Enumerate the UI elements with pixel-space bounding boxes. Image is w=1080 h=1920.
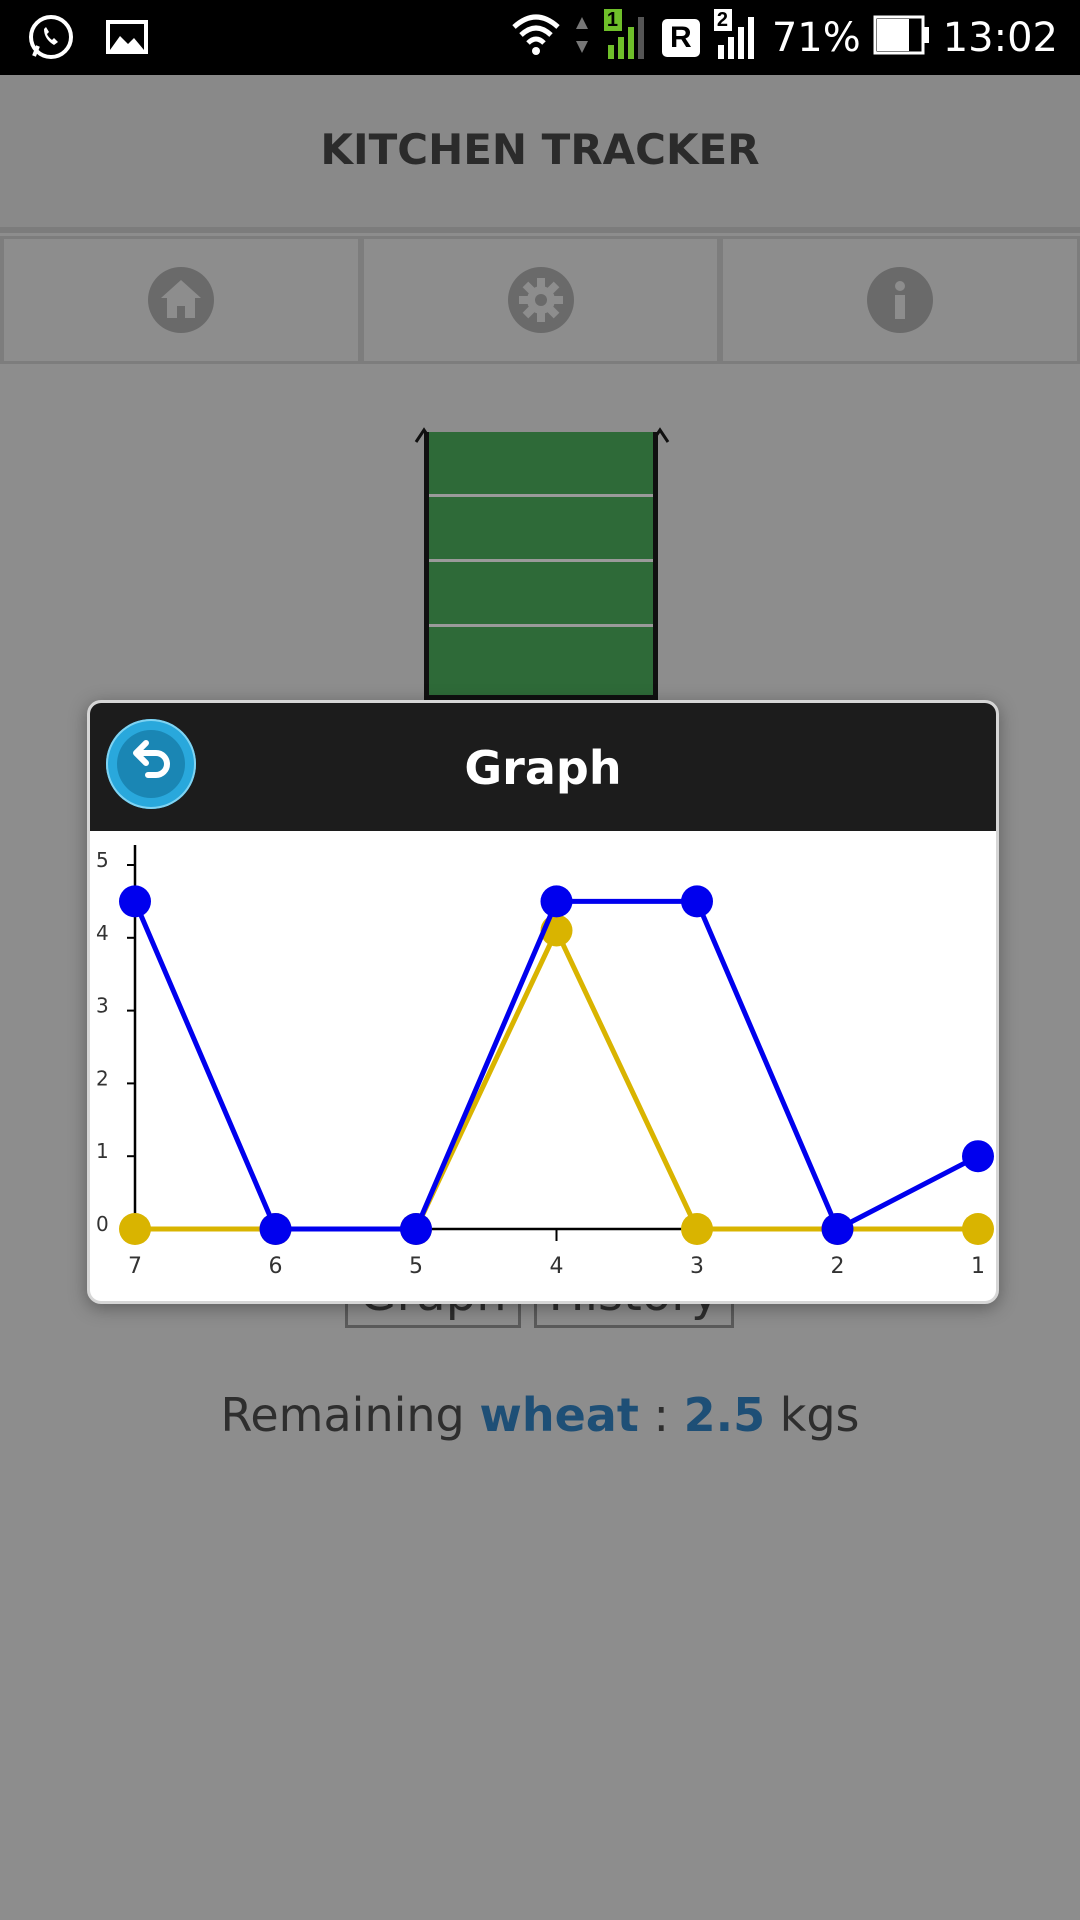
line-chart: 0 1 2 3 4 5 7 6 5 4 3 2 1 <box>90 831 996 1301</box>
sim1-label: 1 <box>606 9 618 31</box>
nav-info[interactable] <box>720 236 1080 364</box>
data-point <box>400 1213 432 1245</box>
x-tick-label: 4 <box>550 1254 564 1279</box>
chart-svg: 0 1 2 3 4 5 7 6 5 4 3 2 1 <box>96 845 994 1279</box>
data-point <box>962 1140 994 1173</box>
data-point <box>962 1213 994 1245</box>
remaining-prefix: Remaining <box>220 1388 465 1442</box>
y-tick-label: 4 <box>96 921 109 945</box>
graph-modal: Graph 0 1 2 3 4 5 7 6 5 4 3 2 1 <box>87 700 999 1304</box>
series-line-1 <box>135 928 978 1232</box>
y-tick-label: 1 <box>96 1139 109 1163</box>
x-tick-label: 1 <box>971 1254 985 1279</box>
level-line <box>429 624 653 627</box>
battery-icon <box>873 15 931 60</box>
y-tick-label: 2 <box>96 1066 109 1090</box>
storage-container-graphic <box>424 432 658 700</box>
roaming-icon: R <box>661 18 700 57</box>
clock: 13:02 <box>942 14 1058 61</box>
info-icon <box>867 267 934 333</box>
whatsapp-icon <box>26 12 76 67</box>
nav-bar <box>0 236 1080 364</box>
series-line-2 <box>132 898 980 1232</box>
data-arrows-icon <box>574 13 590 62</box>
remaining-unit: kgs <box>779 1388 860 1442</box>
battery-percent: 71% <box>771 14 861 61</box>
x-tick-label: 5 <box>409 1254 423 1279</box>
status-bar: 1 R 2 71% 13:02 <box>0 0 1080 75</box>
nav-home[interactable] <box>0 236 361 364</box>
x-tick-label: 6 <box>269 1254 283 1279</box>
x-tick-label: 3 <box>690 1254 704 1279</box>
data-point <box>119 1213 151 1245</box>
roaming-label: R <box>669 20 692 54</box>
data-point <box>681 885 713 918</box>
app-title: KITCHEN TRACKER <box>320 125 760 174</box>
data-point <box>681 1213 713 1245</box>
level-line <box>429 559 653 562</box>
sim2-signal-icon: 2 <box>712 9 760 66</box>
level-line <box>429 494 653 497</box>
y-tick-label: 0 <box>96 1212 109 1236</box>
nav-settings[interactable] <box>360 236 721 364</box>
wifi-icon <box>510 13 562 62</box>
app-header: KITCHEN TRACKER <box>0 75 1080 233</box>
data-point <box>821 1213 854 1245</box>
data-point <box>119 885 151 918</box>
gear-icon <box>507 267 574 333</box>
data-point <box>540 885 573 918</box>
y-tick-label: 3 <box>96 994 109 1018</box>
modal-header: Graph <box>90 703 996 831</box>
home-icon <box>147 267 214 333</box>
remaining-item: wheat <box>479 1388 639 1442</box>
x-tick-label: 7 <box>128 1254 142 1279</box>
modal-title: Graph <box>464 741 622 795</box>
undo-icon <box>117 730 185 798</box>
sim2-label: 2 <box>716 9 728 31</box>
data-point <box>259 1213 292 1245</box>
remaining-separator: : <box>653 1388 669 1442</box>
remaining-text: Remaining wheat : 2.5 kgs <box>0 1388 1080 1442</box>
y-tick-label: 5 <box>96 848 109 872</box>
sim1-signal-icon: 1 <box>602 9 650 66</box>
gallery-icon <box>106 20 148 59</box>
x-tick-label: 2 <box>831 1254 845 1279</box>
back-button[interactable] <box>106 719 196 809</box>
remaining-amount: 2.5 <box>683 1388 766 1442</box>
